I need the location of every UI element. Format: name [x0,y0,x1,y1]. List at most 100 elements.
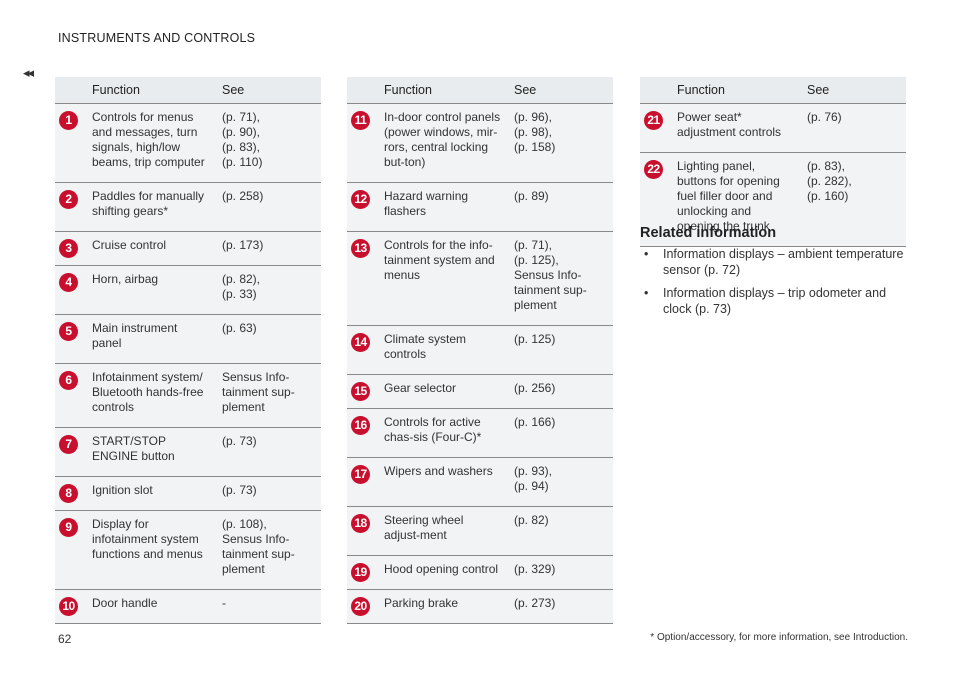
page-reference[interactable]: (p. 89) [514,189,549,203]
page-reference[interactable]: (p. 125), [514,253,559,267]
see-cell: (p. 256) [508,374,613,409]
function-column-header: Function [378,77,508,104]
page-reference[interactable]: (p. 173) [222,238,264,252]
table-row: 16 Controls for active chas-sis (Four-C)*… [347,408,613,458]
related-link-text[interactable]: Information displays – ambient temperatu… [663,247,904,277]
table-row: 18 Steering wheel adjust-ment (p. 82) [347,506,613,556]
page-reference[interactable]: (p. 282), [807,174,852,188]
table-row: 4 Horn, airbag (p. 82), (p. 33) [55,265,321,315]
callout-number-badge: 2 [59,190,78,209]
page-reference[interactable]: (p. 63) [222,321,257,335]
page-reference[interactable]: (p. 71), [222,110,261,124]
table-row: 7 START/STOP ENGINE button (p. 73) [55,427,321,477]
page-reference[interactable]: (p. 73) [222,483,257,497]
callout-number-badge: 8 [59,484,78,503]
see-cell: (p. 108), Sensus Info-tainment sup-plemen… [216,510,321,590]
page-reference[interactable]: plement [222,562,265,576]
page-reference[interactable]: (p. 110) [222,155,263,169]
number-column-header [640,77,671,104]
table-row: 6 Infotainment system/ Bluetooth hands-fr… [55,363,321,428]
page-reference[interactable]: Sensus Info- [222,370,290,384]
see-cell: (p. 258) [216,182,321,232]
page-reference[interactable]: (p. 82) [514,513,549,527]
related-information-list: • Information displays – ambient temperat… [640,246,910,317]
callout-number-badge: 6 [59,371,78,390]
see-cell: (p. 73) [216,476,321,511]
function-cell: Paddles for manually shifting gears* [86,182,216,232]
table-header-row: Function See [55,77,321,104]
function-cell: In-door control panels (power windows, m… [378,103,508,183]
page-reference[interactable]: Sensus Info- [514,268,582,282]
page-reference[interactable]: (p. 93), [514,464,553,478]
page-reference[interactable]: tainment sup- [222,547,295,561]
page-reference[interactable]: (p. 83), [222,140,261,154]
callout-number-badge: 14 [351,333,370,352]
see-cell: (p. 93), (p. 94) [508,457,613,507]
page-reference[interactable]: (p. 98), [514,125,553,139]
page-reference[interactable]: tainment sup- [514,283,587,297]
table-row: 14 Climate system controls (p. 125) [347,325,613,375]
page-reference[interactable]: (p. 158) [514,140,556,154]
page-reference[interactable]: (p. 256) [514,381,556,395]
see-cell: (p. 166) [508,408,613,458]
table-row: 17 Wipers and washers (p. 93), (p. 94) [347,457,613,507]
page-reference[interactable]: (p. 71), [514,238,553,252]
page-reference[interactable]: Sensus Info- [222,532,290,546]
callout-number-badge: 9 [59,518,78,537]
page-reference[interactable]: (p. 166) [514,415,556,429]
page-reference[interactable]: (p. 329) [514,562,556,576]
page-reference[interactable]: (p. 108), [222,517,267,531]
function-cell: Horn, airbag [86,265,216,315]
page-reference[interactable]: tainment sup- [222,385,295,399]
page-reference[interactable]: plement [222,400,265,414]
page-reference[interactable]: (p. 33) [222,287,257,301]
table-row: 11 In-door control panels (power windows,… [347,103,613,183]
table-row: 22 Lighting panel, buttons for opening fu… [640,152,906,247]
callout-number-badge: 22 [644,160,663,179]
function-cell: Power seat* adjustment controls [671,103,801,153]
page-reference[interactable]: plement [514,298,557,312]
related-link[interactable]: • Information displays – trip odometer an… [640,285,910,317]
function-column-header: Function [671,77,801,104]
callout-number-badge: 17 [351,465,370,484]
section-title: INSTRUMENTS AND CONTROLS [58,31,256,45]
function-cell: START/STOP ENGINE button [86,427,216,477]
table-row: 12 Hazard warning flashers (p. 89) [347,182,613,232]
page-reference[interactable]: (p. 94) [514,479,549,493]
page-reference[interactable]: (p. 160) [807,189,849,203]
page-reference[interactable]: (p. 76) [807,110,842,124]
related-link[interactable]: • Information displays – ambient temperat… [640,246,910,278]
page-reference[interactable]: (p. 258) [222,189,264,203]
related-information: Related information • Information display… [640,225,910,324]
page-reference[interactable]: (p. 96), [514,110,553,124]
page-reference[interactable]: (p. 90), [222,125,261,139]
table-row: 1 Controls for menus and messages, turn s… [55,103,321,183]
bullet-icon: • [644,247,649,261]
page-reference[interactable]: (p. 125) [514,332,556,346]
page-reference[interactable]: (p. 82), [222,272,261,286]
function-cell: Climate system controls [378,325,508,375]
related-link-text[interactable]: Information displays – trip odometer and… [663,286,887,316]
function-cell: Cruise control [86,231,216,266]
page-reference[interactable]: (p. 73) [222,434,257,448]
see-cell: (p. 173) [216,231,321,266]
function-table-3: Function See 21 Power seat* adjustment cont… [640,77,906,247]
see-cell: (p. 71), (p. 90), (p. 83), (p. 110) [216,103,321,183]
see-cell: (p. 82) [508,506,613,556]
callout-number-badge: 7 [59,435,78,454]
page-reference[interactable]: - [222,596,226,610]
function-table: Function See 21 Power seat* adjustment cont… [640,77,906,247]
function-table: Function See 11 In-door control panels (pow… [347,77,613,624]
function-cell: Door handle [86,589,216,624]
table-header-row: Function See [640,77,906,104]
callout-number-badge: 18 [351,514,370,533]
page-reference[interactable]: (p. 273) [514,596,556,610]
page-reference[interactable]: (p. 83), [807,159,846,173]
see-cell: (p. 329) [508,555,613,590]
callout-number-badge: 12 [351,190,370,209]
footnote: * Option/accessory, for more information… [650,632,908,643]
see-column-header: See [801,77,906,104]
callout-number-badge: 21 [644,111,663,130]
callout-number-badge: 16 [351,416,370,435]
table-header-row: Function See [347,77,613,104]
